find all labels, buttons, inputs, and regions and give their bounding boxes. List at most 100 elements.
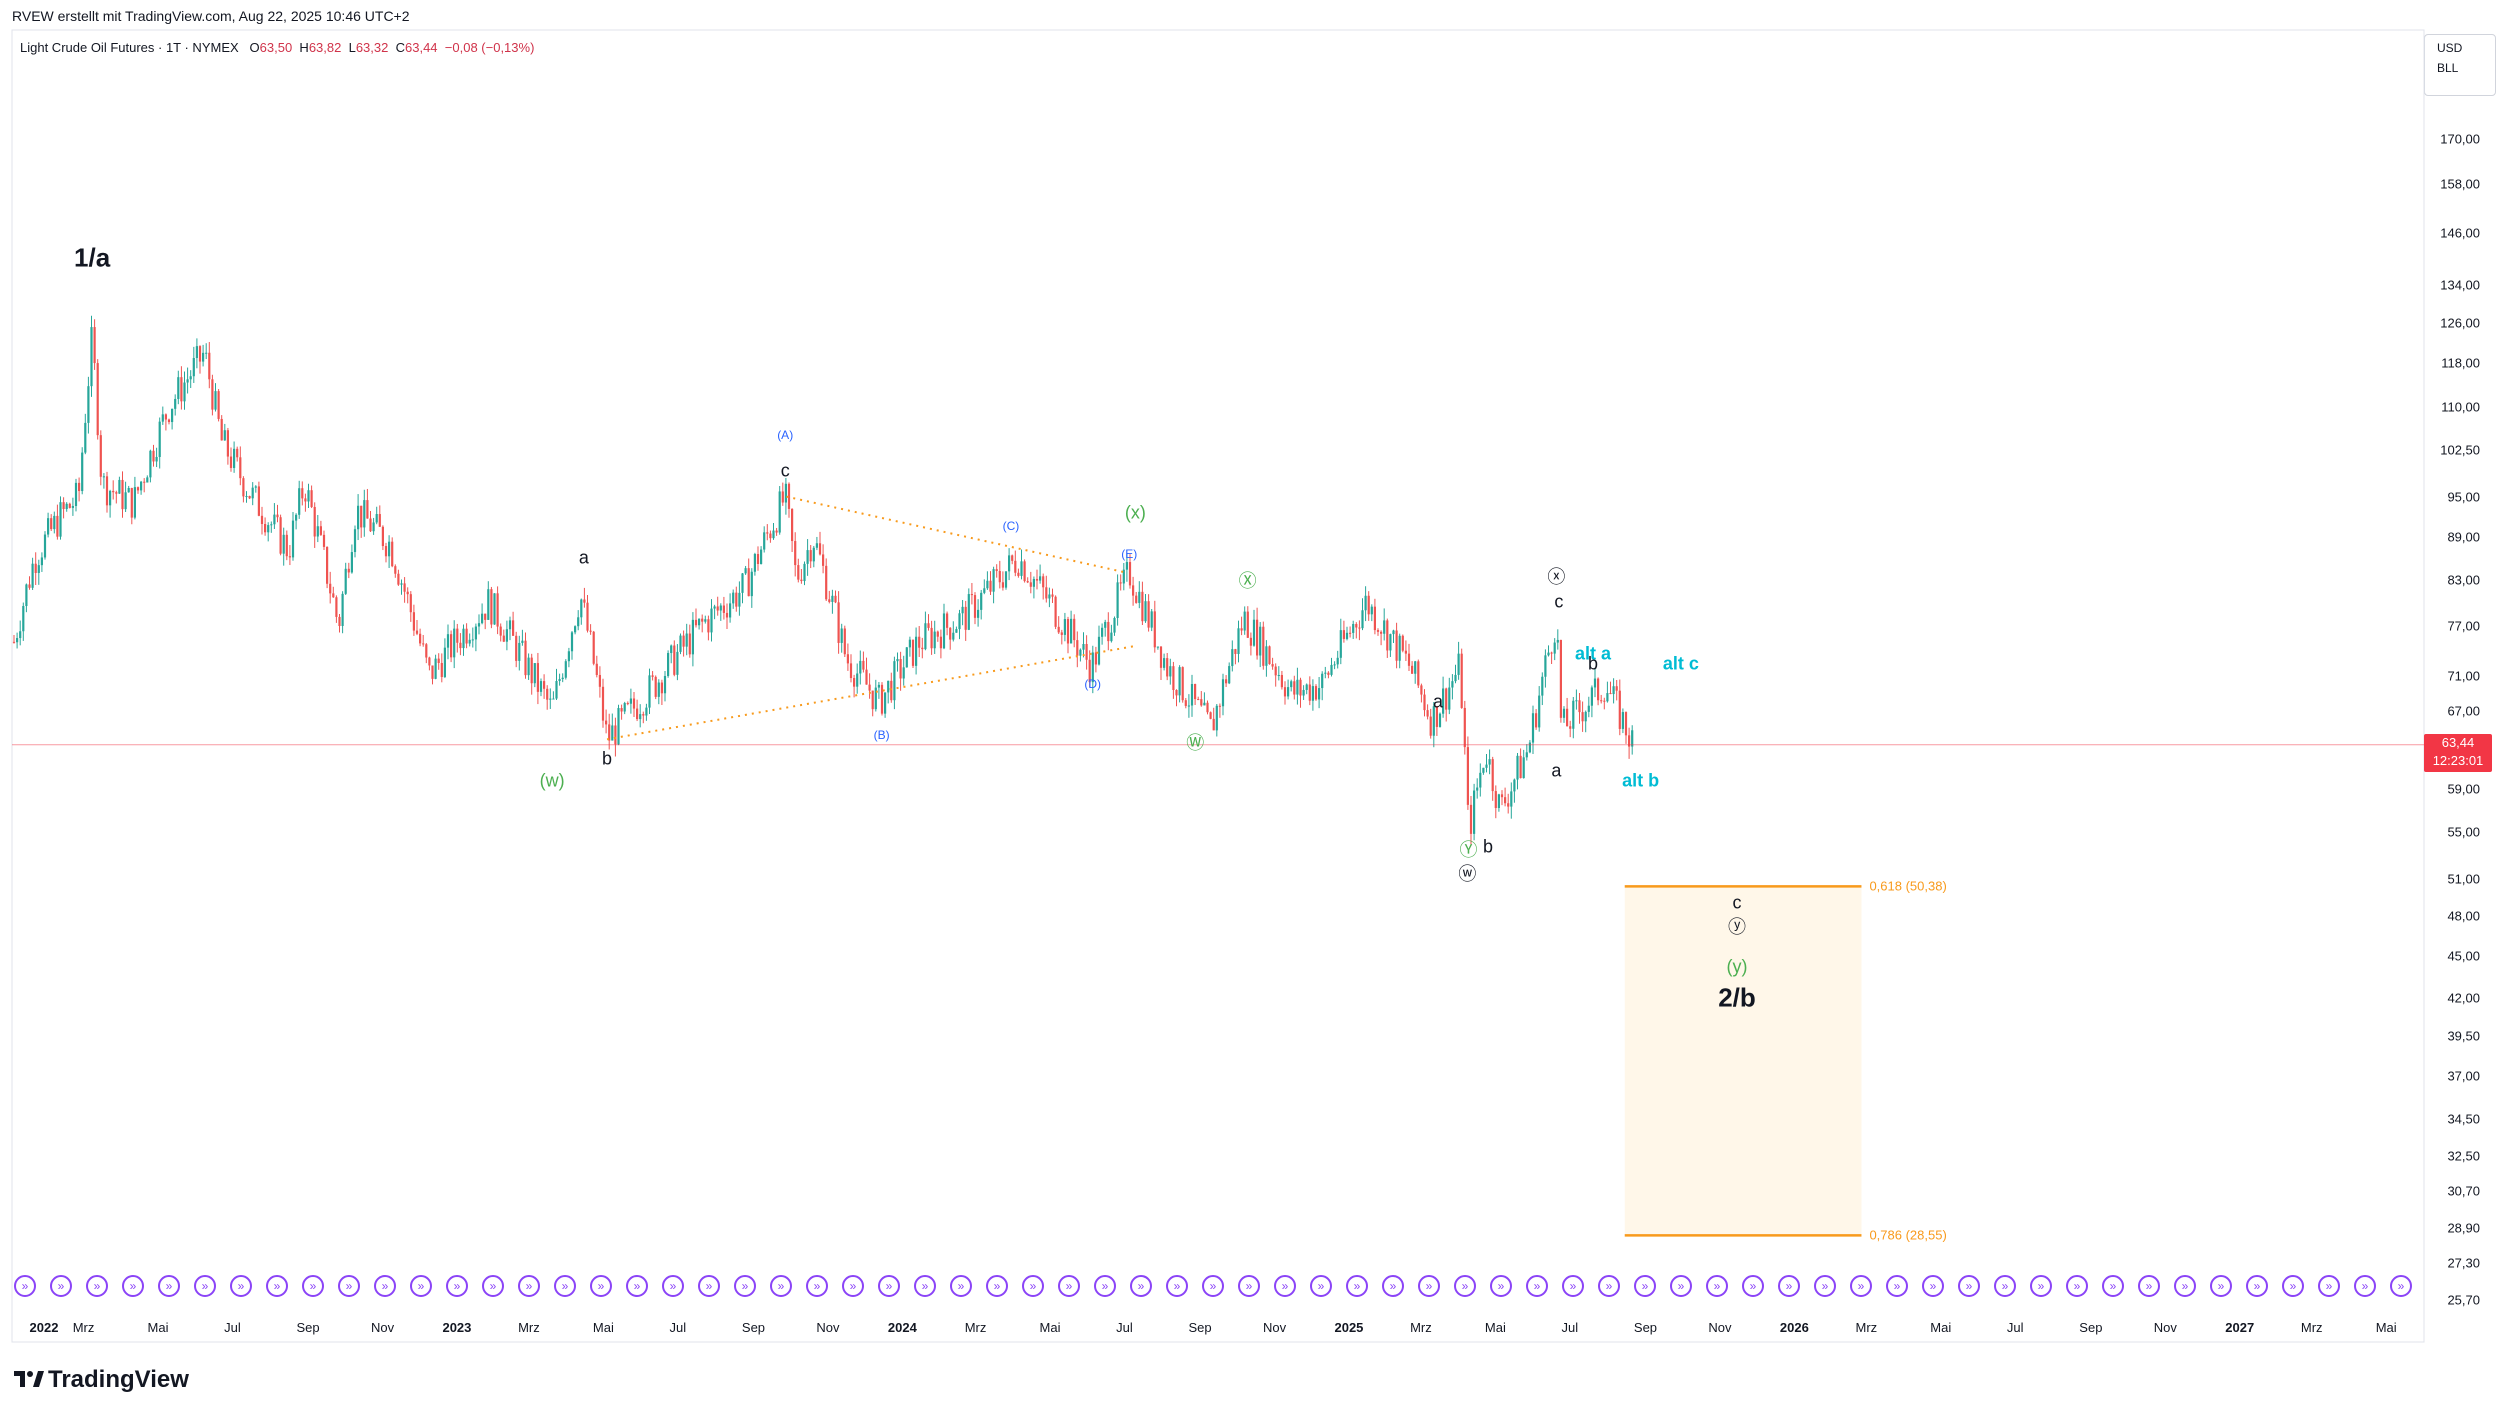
arrow-right-circle-icon[interactable]: » bbox=[842, 1275, 864, 1297]
arrow-right-circle-icon[interactable]: » bbox=[1634, 1275, 1656, 1297]
arrow-right-circle-icon[interactable]: » bbox=[1238, 1275, 1260, 1297]
wave-label[interactable]: c bbox=[1554, 591, 1564, 612]
arrow-right-circle-icon[interactable]: » bbox=[1310, 1275, 1332, 1297]
arrow-right-circle-icon[interactable]: » bbox=[1418, 1275, 1440, 1297]
wave-label[interactable]: 2/b bbox=[1718, 982, 1756, 1013]
arrow-right-circle-icon[interactable]: » bbox=[14, 1275, 36, 1297]
arrow-right-circle-icon[interactable]: » bbox=[1454, 1275, 1476, 1297]
wave-label[interactable]: alt a bbox=[1574, 643, 1612, 664]
arrow-right-circle-icon[interactable]: » bbox=[1958, 1275, 1980, 1297]
arrow-right-circle-icon[interactable]: » bbox=[914, 1275, 936, 1297]
wave-label[interactable]: a bbox=[578, 547, 589, 568]
wave-label[interactable]: (B) bbox=[873, 727, 890, 742]
arrow-right-circle-icon[interactable]: » bbox=[86, 1275, 108, 1297]
wave-label[interactable]: b bbox=[1483, 836, 1494, 857]
arrow-right-circle-icon[interactable]: » bbox=[2102, 1275, 2124, 1297]
wave-label[interactable]: ⓧ bbox=[1547, 566, 1566, 587]
arrow-right-circle-icon[interactable]: » bbox=[410, 1275, 432, 1297]
arrow-right-circle-icon[interactable]: » bbox=[482, 1275, 504, 1297]
arrow-right-circle-icon[interactable]: » bbox=[698, 1275, 720, 1297]
arrow-right-circle-icon[interactable]: » bbox=[1346, 1275, 1368, 1297]
arrow-right-circle-icon[interactable]: » bbox=[590, 1275, 612, 1297]
wave-label[interactable]: (y) bbox=[1726, 956, 1748, 977]
arrow-right-circle-icon[interactable]: » bbox=[1886, 1275, 1908, 1297]
arrow-right-circle-icon[interactable]: » bbox=[2138, 1275, 2160, 1297]
arrow-right-circle-icon[interactable]: » bbox=[2390, 1275, 2412, 1297]
arrow-right-circle-icon[interactable]: » bbox=[446, 1275, 468, 1297]
wave-label[interactable]: alt c bbox=[1662, 653, 1699, 674]
arrow-right-circle-icon[interactable]: » bbox=[662, 1275, 684, 1297]
arrow-right-circle-icon[interactable]: » bbox=[950, 1275, 972, 1297]
arrow-right-circle-icon[interactable]: » bbox=[1598, 1275, 1620, 1297]
arrow-right-circle-icon[interactable]: » bbox=[2174, 1275, 2196, 1297]
arrow-right-circle-icon[interactable]: » bbox=[1778, 1275, 1800, 1297]
wave-label[interactable]: Ⓦ bbox=[1186, 733, 1205, 754]
wave-label[interactable]: c bbox=[780, 460, 790, 481]
arrow-right-circle-icon[interactable]: » bbox=[194, 1275, 216, 1297]
arrow-right-circle-icon[interactable]: » bbox=[1706, 1275, 1728, 1297]
arrow-right-circle-icon[interactable]: » bbox=[1562, 1275, 1584, 1297]
fib-target-zone[interactable] bbox=[1624, 886, 1862, 1236]
arrow-right-circle-icon[interactable]: » bbox=[338, 1275, 360, 1297]
arrow-right-circle-icon[interactable]: » bbox=[1814, 1275, 1836, 1297]
wave-label[interactable]: Ⓨ bbox=[1459, 840, 1478, 861]
arrow-right-circle-icon[interactable]: » bbox=[1850, 1275, 1872, 1297]
arrow-right-circle-icon[interactable]: » bbox=[734, 1275, 756, 1297]
wave-label[interactable]: b bbox=[602, 748, 613, 769]
arrow-right-circle-icon[interactable]: » bbox=[122, 1275, 144, 1297]
wave-label[interactable]: a bbox=[1551, 760, 1562, 781]
arrow-right-circle-icon[interactable]: » bbox=[374, 1275, 396, 1297]
wave-label[interactable]: (C) bbox=[1002, 519, 1020, 534]
wave-label[interactable]: (D) bbox=[1084, 677, 1102, 692]
wave-label[interactable]: c bbox=[1732, 892, 1742, 913]
arrow-right-circle-icon[interactable]: » bbox=[770, 1275, 792, 1297]
arrow-right-circle-icon[interactable]: » bbox=[1022, 1275, 1044, 1297]
tradingview-logo[interactable]: TradingView bbox=[14, 1366, 189, 1394]
arrow-right-circle-icon[interactable]: » bbox=[2066, 1275, 2088, 1297]
wave-label[interactable]: (A) bbox=[777, 428, 794, 443]
arrow-right-circle-icon[interactable]: » bbox=[158, 1275, 180, 1297]
arrow-right-circle-icon[interactable]: » bbox=[1058, 1275, 1080, 1297]
arrow-right-circle-icon[interactable]: » bbox=[1202, 1275, 1224, 1297]
arrow-right-circle-icon[interactable]: » bbox=[2030, 1275, 2052, 1297]
arrow-right-circle-icon[interactable]: » bbox=[626, 1275, 648, 1297]
arrow-right-circle-icon[interactable]: » bbox=[1490, 1275, 1512, 1297]
arrow-right-circle-icon[interactable]: » bbox=[2282, 1275, 2304, 1297]
wave-label[interactable]: a bbox=[1433, 691, 1444, 712]
arrow-right-circle-icon[interactable]: » bbox=[1382, 1275, 1404, 1297]
triangle-trendline[interactable] bbox=[606, 644, 1136, 741]
arrow-right-circle-icon[interactable]: » bbox=[1130, 1275, 1152, 1297]
arrow-right-circle-icon[interactable]: » bbox=[1274, 1275, 1296, 1297]
wave-label[interactable]: 1/a bbox=[74, 242, 111, 273]
arrow-right-circle-icon[interactable]: » bbox=[1994, 1275, 2016, 1297]
wave-label[interactable]: (x) bbox=[1124, 502, 1146, 523]
triangle-trendline[interactable] bbox=[786, 495, 1125, 574]
arrow-right-circle-icon[interactable]: » bbox=[1166, 1275, 1188, 1297]
arrow-right-circle-icon[interactable]: » bbox=[1094, 1275, 1116, 1297]
arrow-right-circle-icon[interactable]: » bbox=[2354, 1275, 2376, 1297]
arrow-right-circle-icon[interactable]: » bbox=[50, 1275, 72, 1297]
arrow-right-circle-icon[interactable]: » bbox=[554, 1275, 576, 1297]
wave-label[interactable]: (E) bbox=[1121, 547, 1138, 562]
arrow-right-circle-icon[interactable]: » bbox=[518, 1275, 540, 1297]
wave-label[interactable]: b bbox=[1587, 653, 1599, 674]
arrow-right-circle-icon[interactable]: » bbox=[986, 1275, 1008, 1297]
arrow-right-circle-icon[interactable]: » bbox=[1526, 1275, 1548, 1297]
symbol-name[interactable]: Light Crude Oil Futures · 1T · NYMEX bbox=[20, 40, 239, 55]
arrow-right-circle-icon[interactable]: » bbox=[1922, 1275, 1944, 1297]
wave-label[interactable]: Ⓧ bbox=[1238, 570, 1257, 591]
wave-label[interactable]: alt b bbox=[1622, 770, 1660, 791]
currency-unit-selector[interactable]: USD BLL bbox=[2424, 34, 2496, 96]
arrow-right-circle-icon[interactable]: » bbox=[2210, 1275, 2232, 1297]
arrow-right-circle-icon[interactable]: » bbox=[1742, 1275, 1764, 1297]
arrow-right-circle-icon[interactable]: » bbox=[266, 1275, 288, 1297]
arrow-right-circle-icon[interactable]: » bbox=[2318, 1275, 2340, 1297]
arrow-right-circle-icon[interactable]: » bbox=[1670, 1275, 1692, 1297]
wave-label[interactable]: ⓨ bbox=[1727, 917, 1746, 938]
arrow-right-circle-icon[interactable]: » bbox=[806, 1275, 828, 1297]
arrow-right-circle-icon[interactable]: » bbox=[302, 1275, 324, 1297]
arrow-right-circle-icon[interactable]: » bbox=[2246, 1275, 2268, 1297]
arrow-right-circle-icon[interactable]: » bbox=[878, 1275, 900, 1297]
wave-label[interactable]: ⓦ bbox=[1458, 863, 1477, 884]
